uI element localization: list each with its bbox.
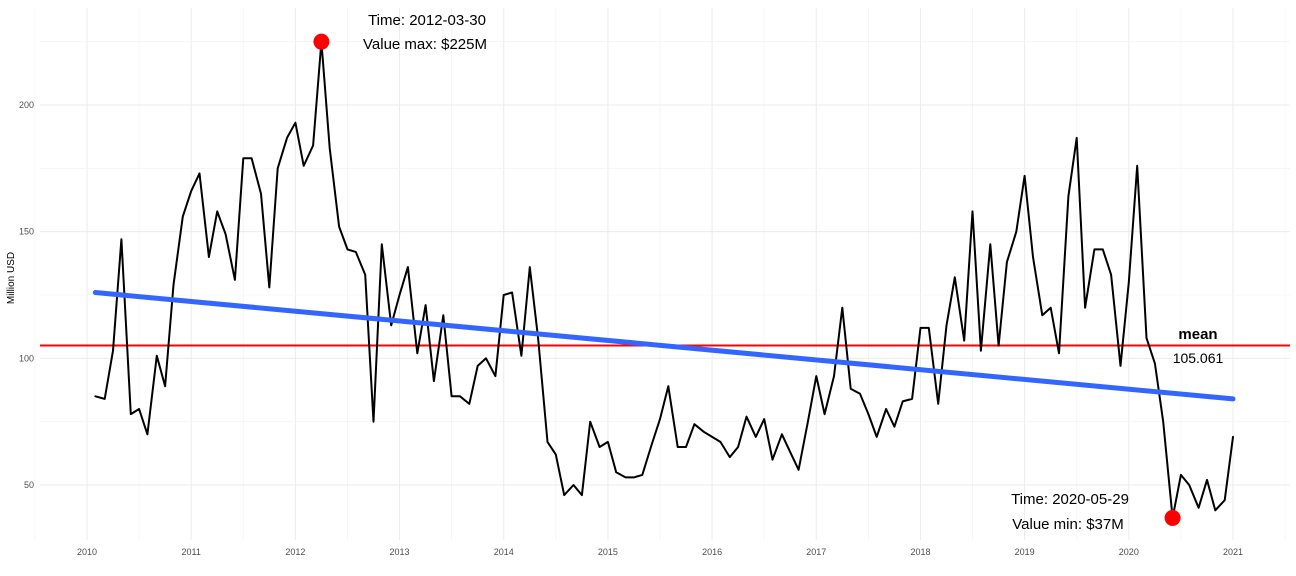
y-tick-label: 50 [24,480,34,490]
y-tick-label: 100 [19,353,34,363]
y-tick-label: 200 [19,100,34,110]
x-tick-label: 2015 [598,547,618,557]
y-axis-title: Million USD [6,252,17,304]
max-time-annotation: Time: 2012-03-30 [368,12,486,29]
max-point [313,33,330,50]
x-tick-label: 2019 [1015,547,1035,557]
price-line [94,40,1234,519]
x-tick-label: 2010 [77,547,97,557]
x-tick-label: 2014 [494,547,514,557]
mean-label: mean [1178,326,1217,343]
x-tick-label: 2017 [806,547,826,557]
mean-value-label: 105.061 [1173,350,1224,366]
y-tick-label: 150 [19,227,34,237]
x-tick-label: 2021 [1223,547,1243,557]
x-tick-label: 2011 [182,547,201,557]
x-tick-label: 2012 [285,547,305,557]
grid [34,8,1290,540]
max-value-annotation: Value max: $225M [363,36,487,53]
extreme-points [313,33,1181,526]
annotations: Time: 2012-03-30 Value max: $225M Time: … [363,12,1224,533]
x-tick-label: 2018 [910,547,930,557]
min-value-annotation: Value min: $37M [1012,516,1123,533]
x-tick-label: 2013 [390,547,410,557]
y-axis-ticks: 50 100 150 200 [19,100,34,490]
x-axis-ticks: 2010 2011 2012 2013 2014 2015 2016 2017 2018 2019… [77,547,1243,557]
x-tick-label: 2016 [702,547,722,557]
trend-line [92,290,1236,402]
min-time-annotation: Time: 2020-05-29 [1011,491,1129,508]
series-group [92,40,1236,519]
x-tick-label: 2020 [1119,547,1139,557]
min-point [1164,509,1181,526]
